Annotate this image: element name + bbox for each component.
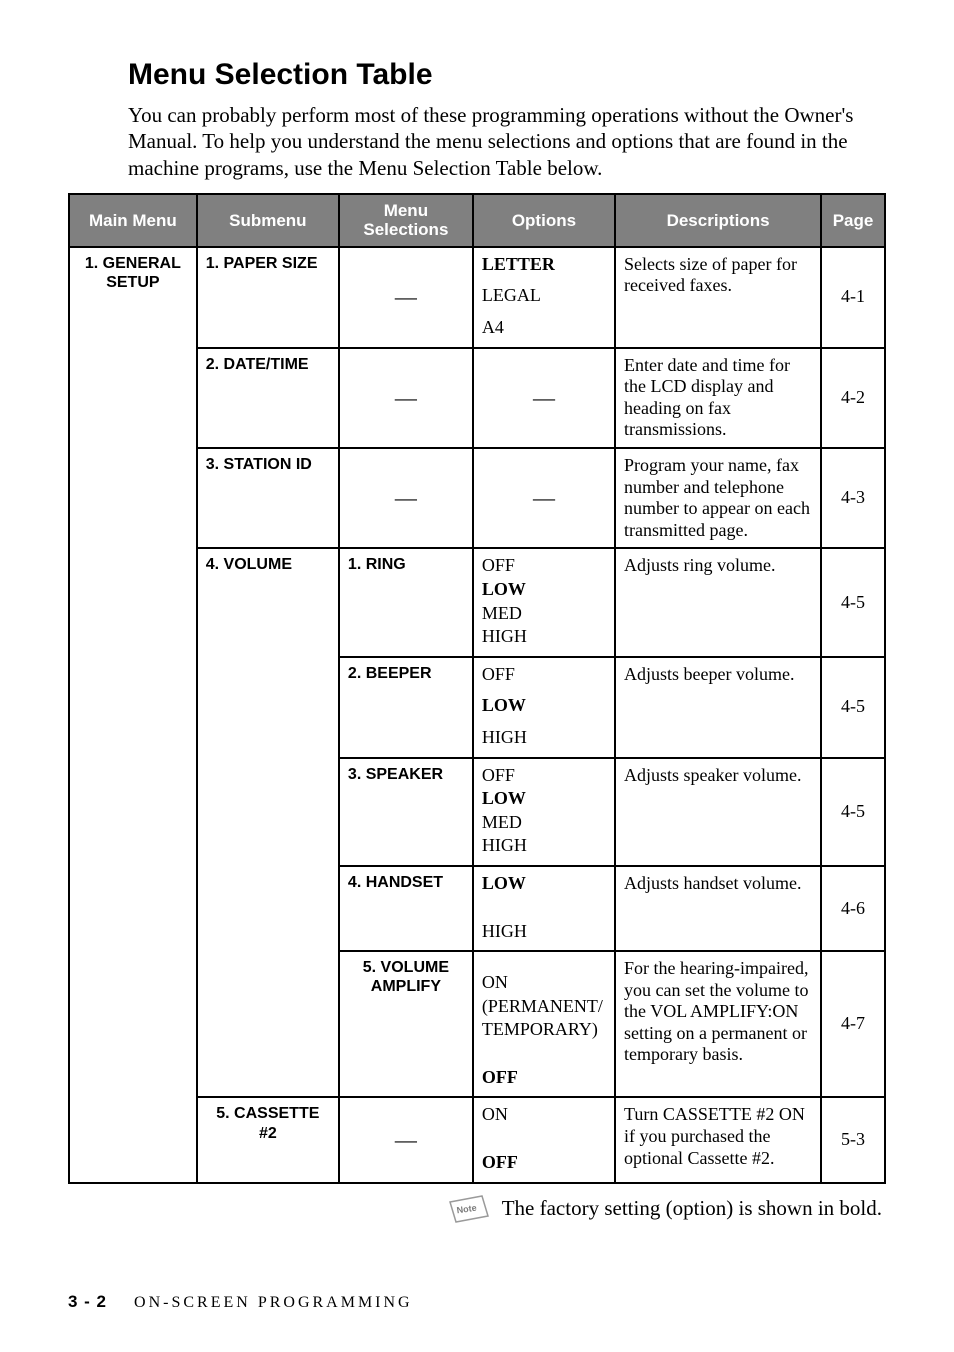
- desc-cell: Program your name, fax number and teleph…: [615, 448, 821, 548]
- menu-sel-cell: —: [339, 448, 473, 548]
- th-descriptions: Descriptions: [615, 194, 821, 247]
- submenu-cell: 1. PAPER SIZE: [197, 247, 339, 348]
- th-options: Options: [473, 194, 615, 247]
- footer-section-title: ON-SCREEN PROGRAMMING: [134, 1294, 413, 1311]
- options-cell: LOWHIGH: [473, 866, 615, 951]
- desc-cell: Selects size of paper for received faxes…: [615, 247, 821, 348]
- menu-sel-cell: 3. SPEAKER: [339, 758, 473, 866]
- note-text: The factory setting (option) is shown in…: [502, 1196, 882, 1221]
- page-cell: 5-3: [821, 1097, 885, 1182]
- page-title: Menu Selection Table: [128, 58, 886, 92]
- menu-sel-cell: —: [339, 1097, 473, 1182]
- page-cell: 4-2: [821, 348, 885, 448]
- th-submenu: Submenu: [197, 194, 339, 247]
- note-row: Note The factory setting (option) is sho…: [68, 1194, 886, 1224]
- options-cell: —: [473, 448, 615, 548]
- desc-cell: Adjusts speaker volume.: [615, 758, 821, 866]
- submenu-cell: 2. DATE/TIME: [197, 348, 339, 448]
- table-body: 1. GENERALSETUP1. PAPER SIZE—LETTERLEGAL…: [69, 247, 885, 1183]
- th-page: Page: [821, 194, 885, 247]
- desc-cell: For the hearing-impaired, you can set th…: [615, 951, 821, 1097]
- desc-cell: Adjusts beeper volume.: [615, 657, 821, 758]
- options-cell: OFFLOWMEDHIGH: [473, 758, 615, 866]
- page-cell: 4-5: [821, 548, 885, 656]
- page-cell: 4-7: [821, 951, 885, 1097]
- desc-cell: Adjusts ring volume.: [615, 548, 821, 656]
- submenu-cell: 5. CASSETTE#2: [197, 1097, 339, 1182]
- note-icon: Note: [448, 1194, 490, 1224]
- table-row: 1. GENERALSETUP1. PAPER SIZE—LETTERLEGAL…: [69, 247, 885, 348]
- page-cell: 4-1: [821, 247, 885, 348]
- th-main-menu: Main Menu: [69, 194, 197, 247]
- footer-page-number: 3 - 2: [68, 1292, 107, 1311]
- page-cell: 4-6: [821, 866, 885, 951]
- page-footer: 3 - 2 ON-SCREEN PROGRAMMING: [68, 1292, 413, 1312]
- options-cell: OFFLOWHIGH: [473, 657, 615, 758]
- menu-sel-cell: —: [339, 247, 473, 348]
- submenu-cell: 4. VOLUME: [197, 548, 339, 1097]
- menu-sel-cell: 2. BEEPER: [339, 657, 473, 758]
- menu-sel-cell: 5. VOLUMEAMPLIFY: [339, 951, 473, 1097]
- th-menu-selections: Menu Selections: [339, 194, 473, 247]
- menu-sel-cell: 1. RING: [339, 548, 473, 656]
- submenu-cell: 3. STATION ID: [197, 448, 339, 548]
- options-cell: OFFLOWMEDHIGH: [473, 548, 615, 656]
- desc-cell: Adjusts handset volume.: [615, 866, 821, 951]
- options-cell: ON(PERMANENT/TEMPORARY)OFF: [473, 951, 615, 1097]
- options-cell: ONOFF: [473, 1097, 615, 1182]
- page-cell: 4-5: [821, 657, 885, 758]
- page-cell: 4-3: [821, 448, 885, 548]
- intro-text: You can probably perform most of these p…: [128, 102, 886, 181]
- menu-sel-cell: 4. HANDSET: [339, 866, 473, 951]
- desc-cell: Enter date and time for the LCD display …: [615, 348, 821, 448]
- menu-sel-cell: —: [339, 348, 473, 448]
- options-cell: —: [473, 348, 615, 448]
- menu-selection-table: Main Menu Submenu Menu Selections Option…: [68, 193, 886, 1184]
- page-cell: 4-5: [821, 758, 885, 866]
- main-menu-cell: 1. GENERALSETUP: [69, 247, 197, 1183]
- table-header-row: Main Menu Submenu Menu Selections Option…: [69, 194, 885, 247]
- options-cell: LETTERLEGALA4: [473, 247, 615, 348]
- desc-cell: Turn CASSETTE #2 ON if you purchased the…: [615, 1097, 821, 1182]
